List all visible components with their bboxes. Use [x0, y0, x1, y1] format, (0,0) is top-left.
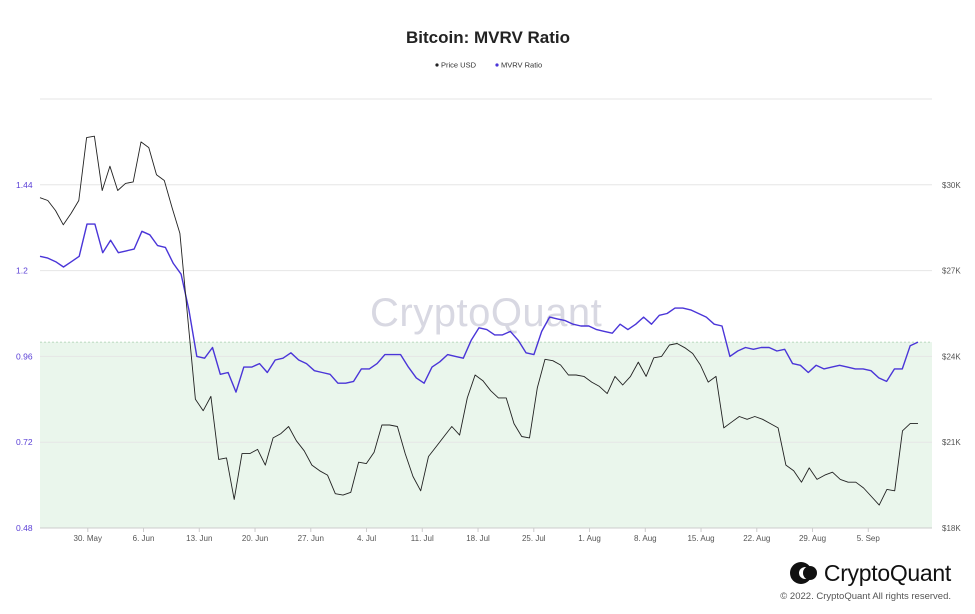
y-right-tick-label: $18K	[942, 524, 961, 533]
x-tick-label: 25. Jul	[522, 534, 546, 543]
series-line-price-usd	[39, 135, 918, 506]
y-left-tick-label: 1.44	[16, 180, 33, 190]
y-right-tick-label: $27K	[942, 267, 961, 276]
x-tick-label: 5. Sep	[857, 534, 881, 543]
x-tick-label: 22. Aug	[743, 534, 770, 543]
x-tick-label: 29. Aug	[799, 534, 826, 543]
copyright-notice: © 2022. CryptoQuant All rights reserved.	[780, 591, 951, 602]
y-right-tick-label: $21K	[942, 438, 961, 447]
y-left-tick-label: 0.48	[16, 523, 33, 533]
chart-watermark: CryptoQuant	[370, 291, 602, 335]
x-tick-label: 6. Jun	[133, 534, 155, 543]
x-tick-label: 20. Jun	[242, 534, 268, 543]
x-tick-label: 8. Aug	[634, 534, 657, 543]
x-tick-label: 4. Jul	[357, 534, 376, 543]
chart-legend: Price USD MVRV Ratio	[435, 61, 542, 70]
x-tick-label: 13. Jun	[186, 534, 212, 543]
brand-name: CryptoQuant	[823, 560, 951, 586]
x-tick-label: 30. May	[74, 534, 102, 543]
y-left-tick-label: 1.2	[16, 266, 28, 276]
undervalued-band	[40, 342, 932, 528]
x-tick-label: 18. Jul	[466, 534, 490, 543]
chart-title: Bitcoin: MVRV Ratio	[406, 28, 570, 47]
y-right-tick-label: $30K	[942, 181, 961, 190]
cryptoquant-logo-icon	[789, 561, 818, 586]
x-tick-label: 15. Aug	[687, 534, 714, 543]
legend-marker	[495, 63, 499, 67]
legend-label: MVRV Ratio	[501, 61, 542, 70]
legend-marker	[435, 63, 439, 67]
y-right-tick-label: $24K	[942, 352, 961, 361]
legend-label: Price USD	[441, 61, 477, 70]
x-tick-label: 1. Aug	[578, 534, 601, 543]
x-tick-label: 27. Jun	[298, 534, 324, 543]
x-tick-label: 11. Jul	[411, 534, 434, 543]
y-left-tick-label: 0.72	[16, 437, 33, 447]
brand-block: CryptoQuant	[789, 560, 951, 587]
y-left-tick-label: 0.96	[16, 351, 33, 361]
